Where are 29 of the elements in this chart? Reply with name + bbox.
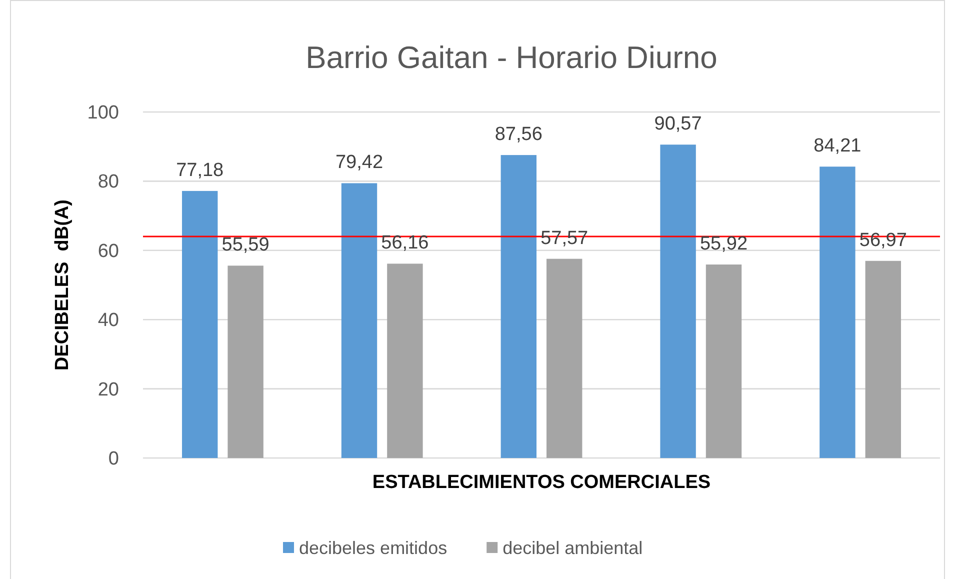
y-tick-label: 60 — [98, 240, 119, 262]
legend-label: decibeles emitidos — [299, 538, 448, 558]
data-label: 87,56 — [494, 124, 542, 146]
y-tick-label: 100 — [87, 102, 119, 124]
chart-title: Barrio Gaitan - Horario Diurno — [306, 40, 718, 75]
data-label: 90,57 — [654, 114, 702, 135]
x-axis-title: ESTABLECIMIENTOS COMERCIALES — [372, 472, 711, 493]
bar — [820, 166, 856, 458]
y-tick-label: 20 — [98, 379, 119, 400]
bar — [865, 260, 902, 458]
y-axis-title: DECIBELES dB(A) — [52, 200, 73, 370]
bar — [387, 264, 423, 458]
y-tick-label: 0 — [108, 448, 119, 470]
y-tick-label: 80 — [98, 172, 119, 193]
data-label: 79,42 — [335, 152, 384, 174]
data-label: 77,18 — [176, 160, 224, 181]
bar — [660, 144, 696, 458]
bar — [228, 266, 264, 458]
bar — [341, 183, 378, 458]
bar — [182, 190, 218, 458]
data-label: 84,21 — [814, 136, 862, 157]
data-label: 56,16 — [381, 232, 429, 254]
data-label: 55,92 — [700, 234, 748, 255]
legend-label: decibel ambiental — [502, 538, 643, 558]
bar — [500, 155, 536, 458]
data-label: 55,59 — [222, 234, 270, 256]
bar — [546, 258, 582, 458]
y-tick-label: 40 — [98, 310, 119, 332]
bar — [706, 264, 742, 458]
